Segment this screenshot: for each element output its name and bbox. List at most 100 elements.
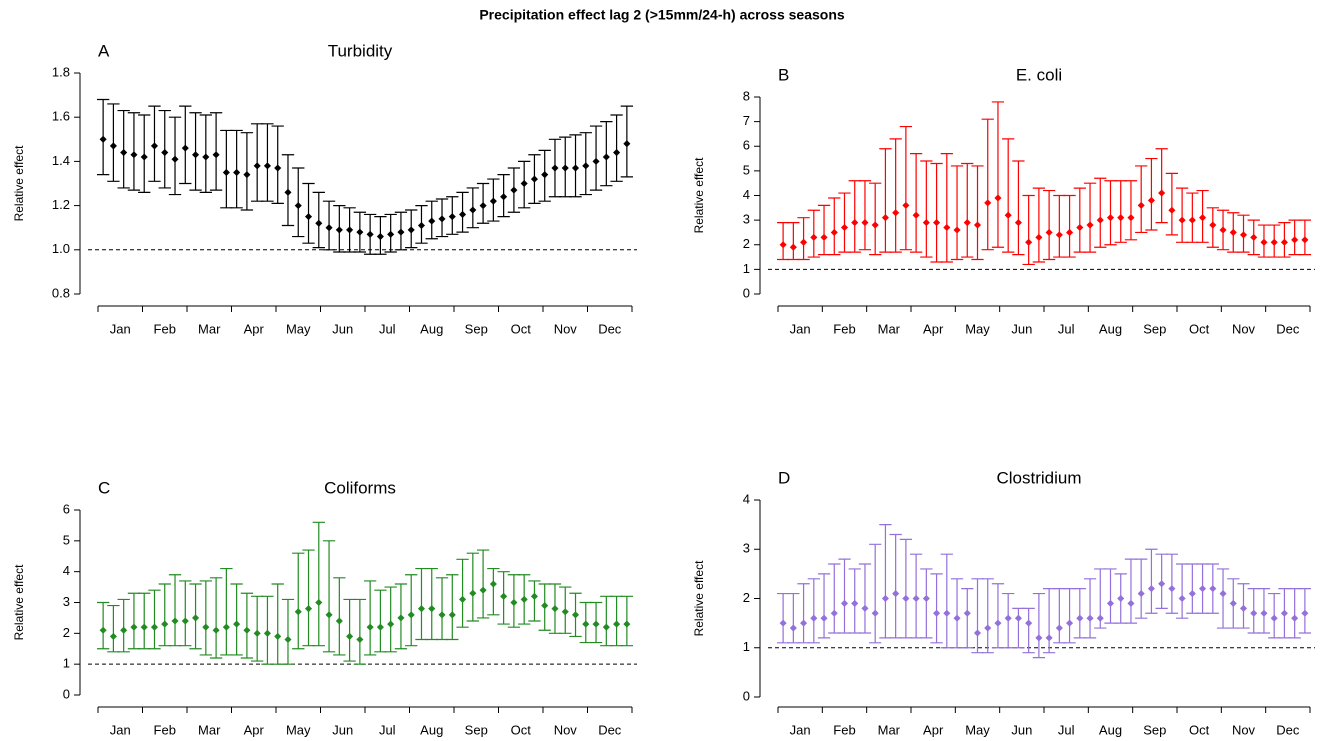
error-bar [1135,165,1148,234]
point [800,238,808,246]
error-bar [1155,148,1168,224]
point [551,164,559,172]
y-tick-label: 1 [743,639,750,654]
y-tick-label: 6 [743,138,750,153]
error-bar [1135,558,1148,619]
point [212,626,220,634]
point [871,609,879,617]
x-tick-label: Dec [1276,722,1300,737]
point [222,168,230,176]
point [335,226,343,234]
error-bar [920,568,933,639]
point [356,228,364,236]
panel-letter: D [778,468,790,487]
point [1219,590,1227,598]
point [851,599,859,607]
x-tick-label: Dec [598,722,622,737]
x-tick-label: Sep [465,722,488,737]
point [438,611,446,619]
point [1280,238,1288,246]
point [325,224,333,232]
point [994,194,1002,202]
point [140,153,148,161]
point [1014,219,1022,227]
y-tick-label: 1.0 [52,241,70,256]
point [912,594,920,603]
point [479,586,487,594]
point [294,202,302,210]
point [150,623,159,631]
error-bar [384,586,397,653]
y-tick-label: 6 [63,501,70,516]
x-tick-label: Jul [1058,321,1075,336]
error-bar [899,538,913,639]
point [984,624,992,632]
error-bar [1002,138,1015,253]
point [181,144,189,152]
point [1045,634,1053,642]
point [1168,585,1176,593]
x-tick-label: Jun [332,722,353,737]
error-bar [1114,180,1127,243]
error-bar [476,549,490,619]
error-bar [1124,180,1138,241]
x-tick-label: Jul [1058,722,1075,737]
point [479,202,487,210]
panel-letter: C [98,478,110,497]
y-axis-label: Relative effect [692,560,706,636]
point [1096,614,1104,622]
error-bar [1053,588,1066,644]
point [1209,585,1217,593]
x-tick-label: Jan [790,321,811,336]
point [571,611,580,619]
point [973,221,982,229]
x-tick-label: Aug [1099,321,1122,336]
error-bar [920,160,933,258]
error-bar [148,589,161,650]
error-bar [179,580,192,647]
error-bar [230,583,243,656]
point [1239,231,1248,239]
point [994,619,1002,627]
error-bar [528,580,541,622]
x-tick-label: Jun [332,321,353,336]
y-tick-label: 4 [743,187,750,202]
error-bar [1094,177,1107,248]
point [489,580,497,588]
error-bar [930,162,943,263]
error-bar [96,601,110,650]
point [243,171,251,179]
point [99,135,107,143]
point [222,623,230,631]
x-tick-label: Apr [923,321,944,336]
x-tick-label: Oct [1189,321,1210,336]
point [1076,223,1084,232]
point [397,614,405,622]
point [171,617,179,625]
point [243,626,251,634]
point [902,594,910,603]
point [541,171,549,179]
error-bar [1042,588,1056,654]
point [1147,196,1155,204]
error-bar [374,589,387,653]
x-tick-label: Feb [833,321,855,336]
point [161,620,169,628]
error-bar [940,553,953,649]
error-bar [1145,157,1158,231]
point [1014,614,1022,622]
point [469,589,477,597]
point [922,219,930,227]
error-bar [1124,558,1138,624]
error-bar [343,598,356,662]
point [274,164,282,172]
point [376,623,384,631]
point [963,219,971,227]
y-axis-label: Relative effect [12,564,26,640]
error-bar [1022,194,1035,266]
point [140,623,148,631]
point [346,226,354,234]
point [1229,228,1237,236]
point [130,151,138,159]
point [253,162,261,170]
